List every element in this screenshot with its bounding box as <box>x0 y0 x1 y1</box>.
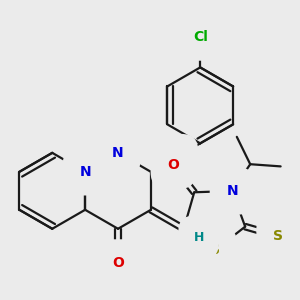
Text: H: H <box>194 231 204 244</box>
Text: O: O <box>169 151 181 165</box>
Text: N: N <box>226 184 238 198</box>
Text: Cl: Cl <box>193 30 208 44</box>
Text: O: O <box>112 256 124 270</box>
Text: N: N <box>112 146 124 160</box>
Text: O: O <box>167 158 179 172</box>
Text: S: S <box>210 243 220 257</box>
Text: N: N <box>79 165 91 179</box>
Text: S: S <box>273 229 283 243</box>
